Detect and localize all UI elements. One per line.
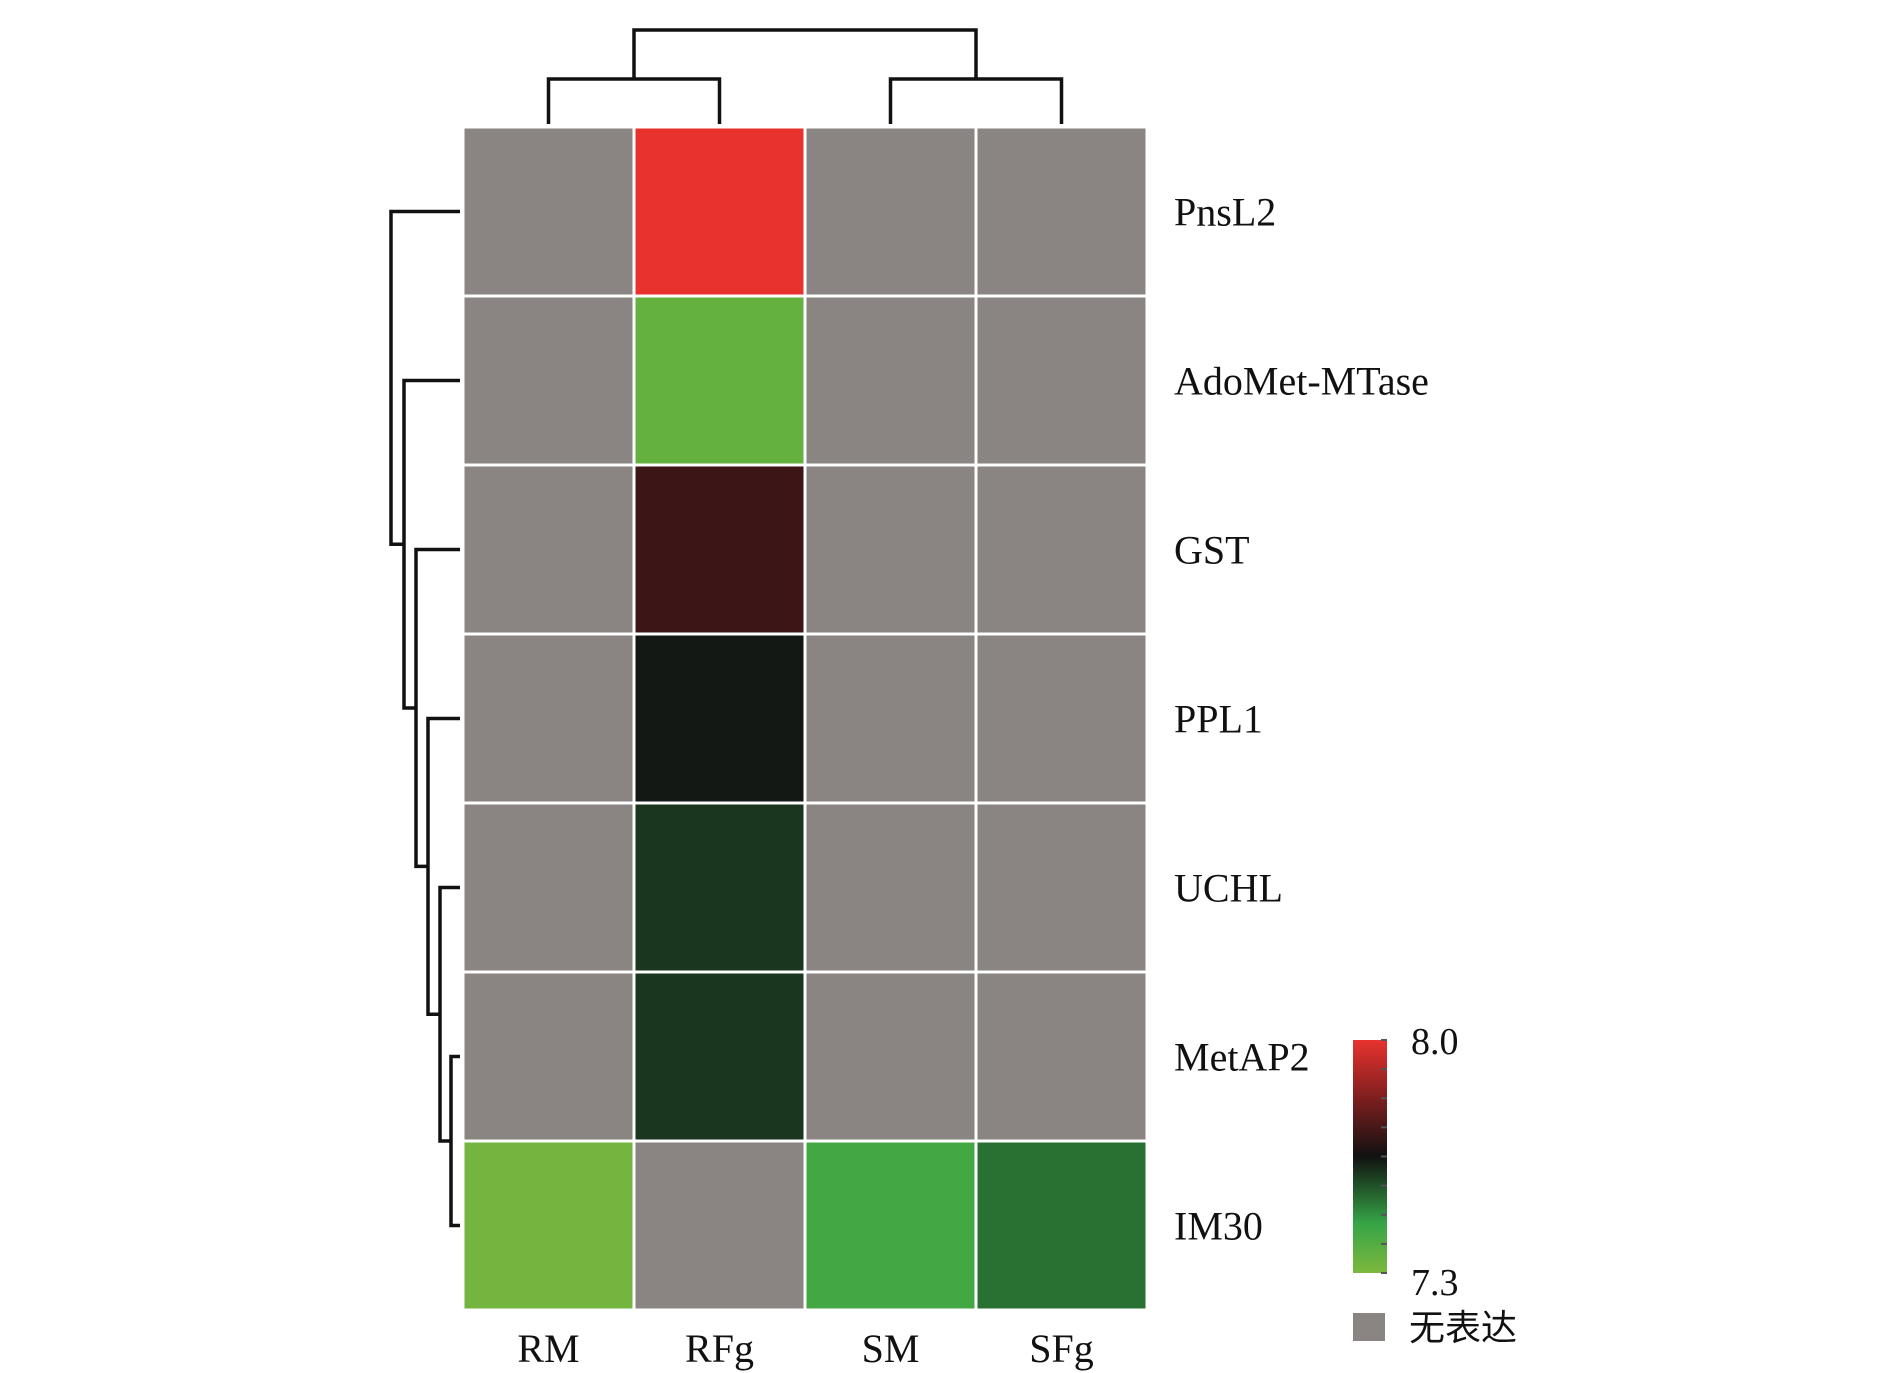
column-dendrogram-branch xyxy=(546,77,722,124)
row-dendrogram-branch xyxy=(402,378,460,710)
heatmap-cell-pnsl2-sm xyxy=(803,125,978,298)
color-scale-ticks xyxy=(1381,1039,1387,1274)
color-scale-min-label: 7.3 xyxy=(1411,1262,1459,1304)
column-dendrogram-branch xyxy=(632,28,978,79)
column-label-sfg: SFg xyxy=(1029,1326,1094,1371)
heatmap-cell-im30-sm xyxy=(803,1139,978,1312)
heatmap-cell-uchl-rfg xyxy=(632,801,807,974)
heatmap-cell-ppl1-sfg xyxy=(974,632,1149,805)
row-label-metap2: MetAP2 xyxy=(1174,1035,1310,1080)
heatmap-cell-adomet-mtase-sfg xyxy=(974,294,1149,467)
heatmap-cell-im30-sfg xyxy=(974,1139,1149,1312)
heatmap-cell-uchl-rm xyxy=(461,801,636,974)
column-label-rfg: RFg xyxy=(685,1326,754,1371)
heatmap-cell-ppl1-rfg xyxy=(632,632,807,805)
heatmap-cell-im30-rm xyxy=(461,1139,636,1312)
column-dendrogram-branch xyxy=(888,77,1064,124)
row-label-ppl1: PPL1 xyxy=(1174,697,1263,742)
column-label-sm: SM xyxy=(862,1326,920,1371)
column-label-rm: RM xyxy=(517,1326,579,1371)
missing-swatch xyxy=(1353,1313,1385,1341)
column-labels: RM RFg SM SFg xyxy=(517,1326,1093,1371)
row-label-gst: GST xyxy=(1174,528,1250,573)
row-dendrogram-branch xyxy=(389,209,460,546)
heatmap-cell-im30-rfg xyxy=(632,1139,807,1312)
row-label-adomet-mtase: AdoMet-MTase xyxy=(1174,359,1429,404)
row-labels: PnsL2 AdoMet-MTase GST PPL1 UCHL MetAP2 IM30 xyxy=(1174,190,1429,1249)
heatmap-cell-pnsl2-rm xyxy=(461,125,636,298)
row-dendrogram-branch xyxy=(426,716,460,1016)
column-dendrogram xyxy=(546,28,1064,124)
heatmap-cell-adomet-mtase-sm xyxy=(803,294,978,467)
heatmap-cell-uchl-sm xyxy=(803,801,978,974)
row-label-pnsl2: PnsL2 xyxy=(1174,190,1276,235)
heatmap-cell-adomet-mtase-rfg xyxy=(632,294,807,467)
missing-label: 无表达 xyxy=(1409,1308,1517,1349)
heatmap-cells xyxy=(461,125,1149,1312)
heatmap-cell-ppl1-rm xyxy=(461,632,636,805)
heatmap-cell-ppl1-sm xyxy=(803,632,978,805)
heatmap-cell-gst-sfg xyxy=(974,463,1149,636)
heatmap-cell-metap2-rm xyxy=(461,970,636,1143)
heatmap-cell-metap2-rfg xyxy=(632,970,807,1143)
heatmap-cell-pnsl2-sfg xyxy=(974,125,1149,298)
color-scale-max-label: 8.0 xyxy=(1411,1021,1459,1063)
row-dendrogram-branch xyxy=(414,547,460,869)
row-dendrogram-branch xyxy=(449,1054,460,1228)
row-label-uchl: UCHL xyxy=(1174,866,1283,911)
row-label-im30: IM30 xyxy=(1174,1204,1263,1249)
heatmap-cell-metap2-sm xyxy=(803,970,978,1143)
heatmap-cell-pnsl2-rfg xyxy=(632,125,807,298)
heatmap-cell-metap2-sfg xyxy=(974,970,1149,1143)
legend: 8.0 7.3 无表达 xyxy=(1353,1021,1517,1349)
heatmap-cell-gst-rm xyxy=(461,463,636,636)
row-dendrogram xyxy=(389,209,460,1228)
heatmap-cell-uchl-sfg xyxy=(974,801,1149,974)
heatmap-cell-gst-sm xyxy=(803,463,978,636)
heatmap-cell-gst-rfg xyxy=(632,463,807,636)
heatmap-cell-adomet-mtase-rm xyxy=(461,294,636,467)
